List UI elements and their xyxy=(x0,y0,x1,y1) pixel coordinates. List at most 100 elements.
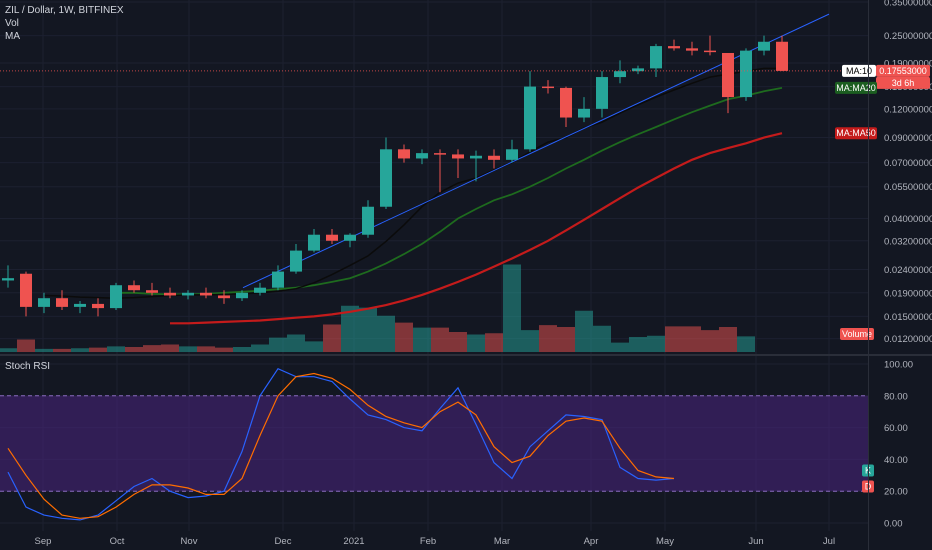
candle[interactable] xyxy=(722,52,734,114)
price-axis: 0.350000000.250000000.190000000.15000000… xyxy=(869,0,932,550)
countdown-badge-text: 3d 6h xyxy=(892,78,915,88)
candle[interactable] xyxy=(542,80,554,94)
candle[interactable] xyxy=(20,271,32,317)
ma10-badge-text: MA:10 xyxy=(846,66,872,76)
candle[interactable] xyxy=(200,287,212,299)
volume-bar xyxy=(215,347,233,352)
ma-indicator-label[interactable]: MA xyxy=(5,31,20,42)
candle[interactable] xyxy=(452,149,464,179)
rsi-tick-label: 20.00 xyxy=(884,487,908,498)
time-tick-label: Sep xyxy=(35,536,52,547)
candle[interactable] xyxy=(560,86,572,128)
candle[interactable] xyxy=(92,298,104,317)
volume-bar xyxy=(593,325,611,352)
ma10-line xyxy=(43,67,782,299)
candle[interactable] xyxy=(56,290,68,310)
candle[interactable] xyxy=(344,233,356,248)
candle[interactable] xyxy=(704,35,716,56)
volume-bars xyxy=(0,264,755,352)
candle-body xyxy=(326,234,338,241)
candle-body xyxy=(452,154,464,159)
candle[interactable] xyxy=(128,280,140,293)
price-tick-label: 0.35000000 xyxy=(884,0,932,9)
candle[interactable] xyxy=(326,229,338,244)
candle[interactable] xyxy=(578,97,590,123)
pane-separator[interactable] xyxy=(0,354,932,356)
stoch-d-line xyxy=(7,372,675,519)
volume-bar xyxy=(35,348,53,352)
ma50-badge: MA:MA50 xyxy=(835,127,877,140)
candle-body xyxy=(182,292,194,296)
price-tick-label: 0.05500000 xyxy=(884,182,932,193)
candle[interactable] xyxy=(470,150,482,182)
candle[interactable] xyxy=(632,65,644,75)
candle-body xyxy=(164,292,176,296)
candle[interactable] xyxy=(524,71,536,152)
price-tick-label: 0.01900000 xyxy=(884,288,932,299)
countdown-badge: 3d 6h xyxy=(876,76,930,89)
candle[interactable] xyxy=(38,292,50,314)
candle[interactable] xyxy=(758,35,770,56)
candle[interactable] xyxy=(416,149,428,165)
candle-body xyxy=(470,155,482,159)
candle[interactable] xyxy=(236,290,248,302)
candle[interactable] xyxy=(2,265,14,288)
rsi-tick-label: 0.00 xyxy=(884,519,903,530)
symbol-title[interactable]: ZIL / Dollar, 1W, BITFINEX xyxy=(5,5,124,16)
candle[interactable] xyxy=(650,43,662,78)
candle[interactable] xyxy=(182,290,194,300)
volume-bar xyxy=(89,347,107,352)
ma20-badge-text: MA:MA20 xyxy=(836,83,876,93)
candle[interactable] xyxy=(362,200,374,238)
candle[interactable] xyxy=(596,71,608,118)
candle[interactable] xyxy=(740,48,752,101)
candle[interactable] xyxy=(110,282,122,310)
volume-bar xyxy=(395,322,413,352)
last-price-badge-text: 0.17553000 xyxy=(879,66,927,76)
candle-body xyxy=(110,285,122,309)
candle[interactable] xyxy=(488,149,500,169)
candle[interactable] xyxy=(380,137,392,209)
candle[interactable] xyxy=(686,41,698,56)
candle[interactable] xyxy=(272,265,284,291)
volume-bar xyxy=(665,326,683,352)
candle[interactable] xyxy=(146,282,158,296)
candle-body xyxy=(308,234,320,251)
candle[interactable] xyxy=(164,287,176,299)
candle[interactable] xyxy=(290,243,302,274)
candle[interactable] xyxy=(776,35,788,72)
rsi-tick-label: 100.00 xyxy=(884,359,913,370)
stoch-rsi-band xyxy=(0,395,868,492)
volume-bar xyxy=(197,346,215,352)
stoch-rsi-label[interactable]: Stoch RSI xyxy=(5,361,51,372)
time-tick-label: Nov xyxy=(181,536,198,547)
candle[interactable] xyxy=(308,229,320,253)
candle[interactable] xyxy=(668,39,680,51)
candle[interactable] xyxy=(614,60,626,84)
volume-bar xyxy=(71,348,89,352)
last-price-badge: 0.17553000 xyxy=(876,64,930,77)
candle-body xyxy=(488,155,500,160)
price-tick-label: 0.07000000 xyxy=(884,158,932,169)
volume-bar xyxy=(107,346,125,352)
candle-body xyxy=(722,52,734,98)
rsi-tick-label: 60.00 xyxy=(884,423,908,434)
volume-bar xyxy=(125,347,143,352)
time-tick-label: May xyxy=(656,536,674,547)
candle[interactable] xyxy=(74,301,86,314)
axis-badges: MA:10 0.17553000 3d 6h MA:MA20 MA:MA50 Volume… xyxy=(835,64,930,493)
price-tick-label: 0.03200000 xyxy=(884,236,932,247)
vol-indicator-label[interactable]: Vol xyxy=(5,18,19,29)
time-axis-background xyxy=(0,532,869,550)
volume-bar xyxy=(143,345,161,352)
stoch-k-line xyxy=(7,367,675,521)
candle[interactable] xyxy=(434,149,446,193)
candle[interactable] xyxy=(218,290,230,304)
candle[interactable] xyxy=(398,144,410,163)
candle[interactable] xyxy=(254,282,266,296)
candle[interactable] xyxy=(506,139,518,163)
time-axis: Sep Oct Nov Dec 2021 Feb Mar Apr May Jun Jul xyxy=(0,532,869,550)
candle-body xyxy=(596,77,608,109)
candles[interactable] xyxy=(2,35,788,317)
